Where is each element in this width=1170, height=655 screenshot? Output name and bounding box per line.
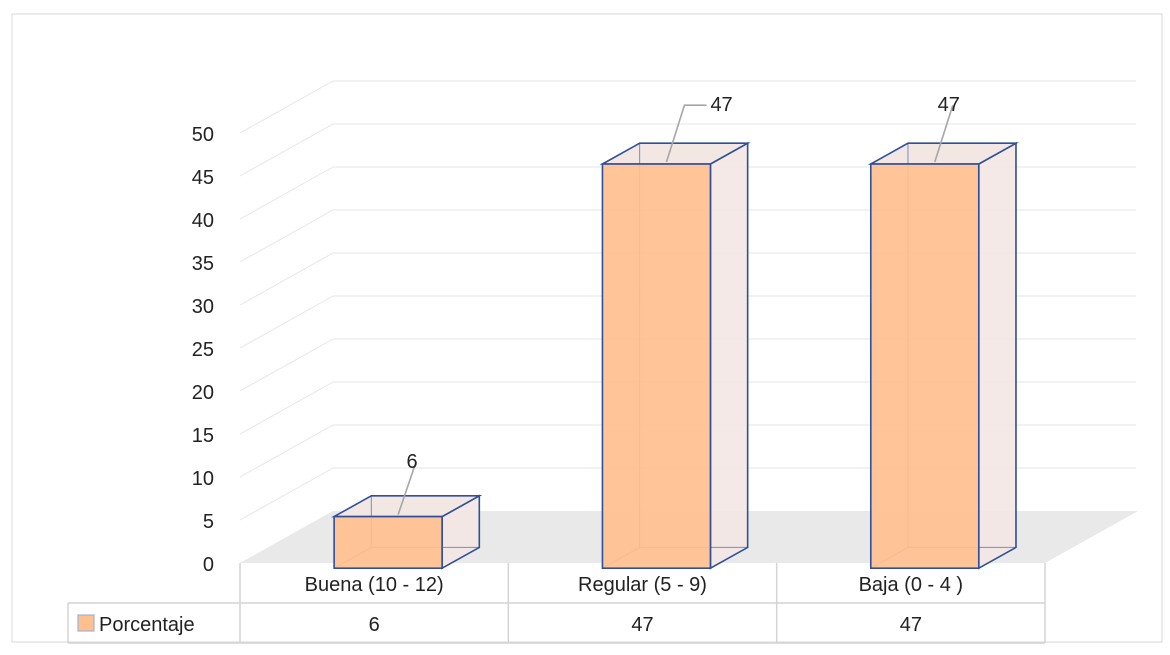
x-tick-label: Buena (10 - 12) xyxy=(305,574,444,596)
gridline-diagonal xyxy=(239,166,334,220)
y-tick-label: 20 xyxy=(192,382,214,404)
gridline-diagonal xyxy=(239,252,334,306)
gridline-diagonal xyxy=(239,467,334,521)
table-value: 47 xyxy=(900,614,922,636)
data-label-leader xyxy=(397,461,417,515)
y-tick-label: 40 xyxy=(192,210,214,232)
gridline-diagonal xyxy=(239,338,334,392)
y-tick-label: 5 xyxy=(203,511,214,533)
bar-front xyxy=(333,515,443,569)
x-tick-label: Regular (5 - 9) xyxy=(578,574,707,596)
y-tick-label: 50 xyxy=(192,124,214,146)
y-tick-label: 0 xyxy=(203,554,214,576)
x-tick-label: Baja (0 - 4 ) xyxy=(859,574,963,596)
gridline-diagonal xyxy=(239,381,334,435)
bar-front xyxy=(869,163,980,570)
legend-label: Porcentaje xyxy=(99,614,195,636)
bar-3 xyxy=(867,141,1020,570)
y-tick-label: 30 xyxy=(192,296,214,318)
data-labels: 6 47 47 xyxy=(397,94,960,515)
bar-side xyxy=(977,141,1017,570)
data-table: Buena (10 - 12) 6 Regular (5 - 9) 47 Baja (0… xyxy=(67,563,1046,644)
legend-swatch xyxy=(77,614,95,632)
bar-2 xyxy=(599,141,751,570)
gridline-diagonal xyxy=(239,209,334,263)
data-label: 47 xyxy=(938,94,960,116)
y-tick-label: 15 xyxy=(192,425,214,447)
bars xyxy=(331,141,1020,570)
gridline-diagonal xyxy=(239,295,334,349)
y-tick-label: 25 xyxy=(192,339,214,361)
data-label: 6 xyxy=(407,451,418,473)
gridline-diagonal xyxy=(239,424,334,478)
data-label-leader xyxy=(665,104,707,163)
bar-side xyxy=(709,141,749,570)
y-tick-label: 10 xyxy=(192,468,214,490)
table-value: 6 xyxy=(369,614,380,636)
data-label-leader xyxy=(934,104,954,163)
table-value: 47 xyxy=(631,614,653,636)
bar-front xyxy=(601,163,712,570)
y-axis-ticks: 0 5 10 15 20 25 30 35 40 45 50 xyxy=(192,124,214,576)
data-label: 47 xyxy=(710,94,732,116)
y-tick-label: 35 xyxy=(192,253,214,275)
y-tick-label: 45 xyxy=(192,167,214,189)
gridline-diagonal xyxy=(239,80,334,134)
gridline-diagonal xyxy=(239,123,334,177)
bar-1 xyxy=(331,494,483,570)
